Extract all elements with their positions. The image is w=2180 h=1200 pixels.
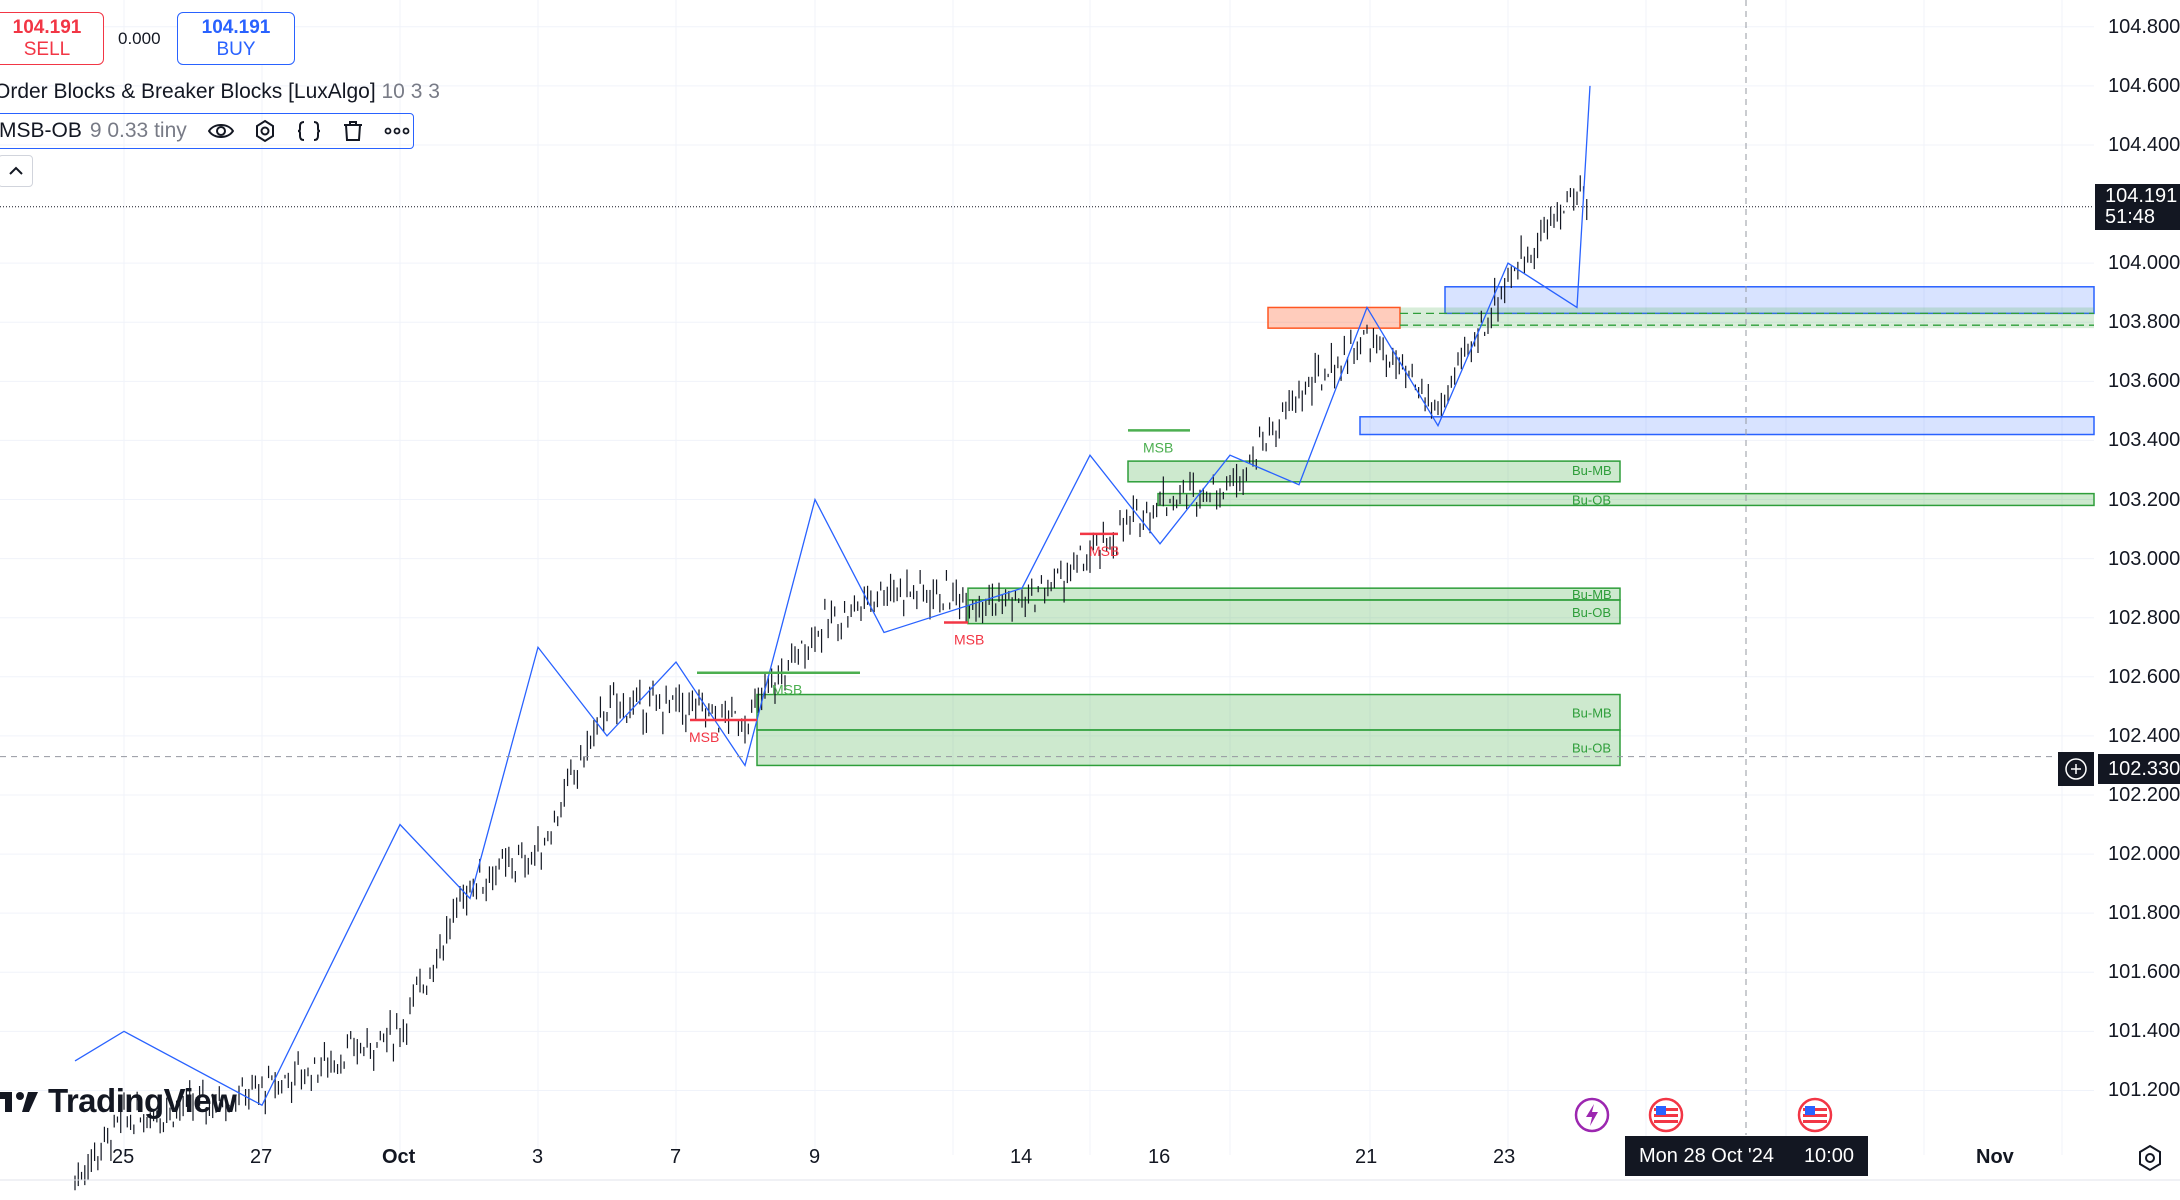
price-axis-tick: 102.400 bbox=[2108, 724, 2180, 747]
buy-button[interactable]: 104.191 BUY bbox=[177, 12, 295, 65]
price-axis-tick: 103.200 bbox=[2108, 488, 2180, 511]
collapse-legend-button[interactable] bbox=[0, 155, 33, 187]
time-axis-tick: 7 bbox=[670, 1146, 682, 1168]
time-axis-tick: 14 bbox=[1010, 1146, 1033, 1168]
tradingview-mark-icon bbox=[0, 1092, 38, 1112]
crosshair-price: 102.330 bbox=[2108, 758, 2180, 780]
candlestick-series bbox=[74, 175, 1588, 1191]
time-axis-tick: 16 bbox=[1148, 1146, 1171, 1168]
price-axis-tick: 101.200 bbox=[2108, 1079, 2180, 1102]
price-axis-tick: 103.600 bbox=[2108, 370, 2180, 393]
zone-bu-mb bbox=[1127, 460, 1621, 483]
us-flag-event-icon[interactable] bbox=[1797, 1097, 1833, 1133]
sell-button[interactable]: 104.191 SELL bbox=[0, 12, 104, 65]
zone-label: Bu-MB bbox=[1572, 463, 1612, 478]
zone-bu-ob bbox=[1157, 492, 2095, 507]
add-alert-icon[interactable] bbox=[2058, 752, 2094, 786]
zone-bear-ob bbox=[1267, 306, 1401, 329]
price-axis-tick: 102.800 bbox=[2108, 606, 2180, 629]
price-axis-tick: 102.200 bbox=[2108, 783, 2180, 806]
crosshair-date: Mon 28 Oct '24 bbox=[1639, 1145, 1774, 1167]
zone-breaker bbox=[1359, 416, 2095, 436]
indicator-params: 10 3 3 bbox=[381, 80, 440, 103]
sell-label: SELL bbox=[23, 38, 71, 60]
trash-icon[interactable] bbox=[339, 117, 367, 145]
price-axis-tick: 102.000 bbox=[2108, 843, 2180, 866]
gear-icon[interactable] bbox=[251, 117, 279, 145]
more-icon[interactable] bbox=[383, 117, 411, 145]
crosshair-date-label: Mon 28 Oct '24 10:00 bbox=[1625, 1136, 1868, 1176]
time-axis-tick: 23 bbox=[1493, 1146, 1516, 1168]
sell-price: 104.191 bbox=[12, 16, 82, 38]
indicator-legend-msb-ob[interactable]: MSB-OB 9 0.33 tiny bbox=[0, 113, 414, 149]
spread-value: 0.000 bbox=[118, 29, 161, 48]
crosshair-price-tag: 102.330 bbox=[2098, 754, 2180, 784]
zone-bu-mb bbox=[756, 693, 1621, 731]
eye-icon[interactable] bbox=[207, 117, 235, 145]
price-axis-tick: 103.000 bbox=[2108, 547, 2180, 570]
us-flag-event-icon[interactable] bbox=[1648, 1097, 1684, 1133]
source-code-icon[interactable] bbox=[295, 117, 323, 145]
price-axis-tick: 103.800 bbox=[2108, 311, 2180, 334]
indicator-name: MSB-OB bbox=[0, 119, 82, 142]
current-price: 104.191 bbox=[2105, 185, 2178, 207]
price-axis-tick: 103.400 bbox=[2108, 429, 2180, 452]
chevron-up-icon bbox=[8, 166, 23, 175]
zone-bu-ob bbox=[967, 599, 1621, 625]
msb-label: MSB bbox=[689, 729, 719, 745]
time-axis-tick: 3 bbox=[532, 1146, 544, 1168]
bar-countdown: 51:48 bbox=[2105, 206, 2156, 228]
tradingview-logo: TradingView bbox=[0, 1082, 237, 1120]
zone-label: Bu-OB bbox=[1572, 493, 1611, 508]
msb-label: MSB bbox=[772, 682, 802, 698]
crosshair-time: 10:00 bbox=[1803, 1145, 1854, 1167]
time-axis-tick: Nov bbox=[1976, 1146, 2014, 1168]
price-axis-tick: 101.600 bbox=[2108, 961, 2180, 984]
time-axis-tick: 25 bbox=[112, 1146, 135, 1168]
chart-grid bbox=[0, 0, 2094, 1155]
time-axis-tick: 27 bbox=[250, 1146, 273, 1168]
price-axis-tick: 101.800 bbox=[2108, 902, 2180, 925]
price-axis-tick: 104.600 bbox=[2108, 74, 2180, 97]
countdown-tag: 51:48 bbox=[2095, 205, 2180, 230]
chart-settings-gear-icon[interactable] bbox=[2135, 1143, 2165, 1173]
msb-labels: MSB MSB MSB MSB MSB Bu-MB Bu-OB Bu-MB Bu-OB Bu-MB… bbox=[689, 429, 1612, 756]
indicator-legend-luxalgo[interactable]: Order Blocks & Breaker Blocks [LuxAlgo] … bbox=[0, 80, 440, 104]
price-axis-tick: 104.800 bbox=[2108, 15, 2180, 38]
order-block-zones bbox=[756, 286, 2095, 767]
zigzag-path bbox=[74, 85, 1591, 1107]
logo-text: TradingView bbox=[48, 1082, 237, 1119]
zigzag-line bbox=[74, 85, 1591, 1107]
zone-bu-mb bbox=[967, 587, 1621, 601]
indicator-params: 9 0.33 tiny bbox=[89, 119, 187, 142]
time-axis-tick: Oct bbox=[382, 1146, 416, 1168]
msb-label: MSB bbox=[1143, 439, 1173, 455]
time-axis-tick: 9 bbox=[809, 1146, 821, 1168]
zone-label: Bu-OB bbox=[1572, 605, 1611, 620]
zone-bu-ob bbox=[1400, 307, 2094, 329]
price-axis-tick: 104.000 bbox=[2108, 252, 2180, 275]
price-axis-tick: 104.400 bbox=[2108, 133, 2180, 156]
zone-breaker bbox=[1444, 286, 2095, 315]
price-axis-tick: 101.400 bbox=[2108, 1020, 2180, 1043]
zone-label: Bu-MB bbox=[1572, 705, 1612, 720]
time-axis-tick: 21 bbox=[1355, 1146, 1378, 1168]
msb-label: MSB bbox=[1089, 543, 1119, 559]
zone-bu-ob bbox=[756, 729, 1621, 767]
current-price-tag: 104.191 bbox=[2095, 184, 2180, 209]
zone-label: Bu-OB bbox=[1572, 741, 1611, 756]
economic-event-flash-icon[interactable] bbox=[1574, 1097, 1610, 1133]
msb-label: MSB bbox=[954, 631, 984, 647]
buy-price: 104.191 bbox=[201, 16, 271, 38]
indicator-name: Order Blocks & Breaker Blocks [LuxAlgo] bbox=[0, 80, 376, 103]
buy-label: BUY bbox=[216, 38, 256, 60]
zone-label: Bu-MB bbox=[1572, 587, 1612, 602]
price-axis-tick: 102.600 bbox=[2108, 665, 2180, 688]
